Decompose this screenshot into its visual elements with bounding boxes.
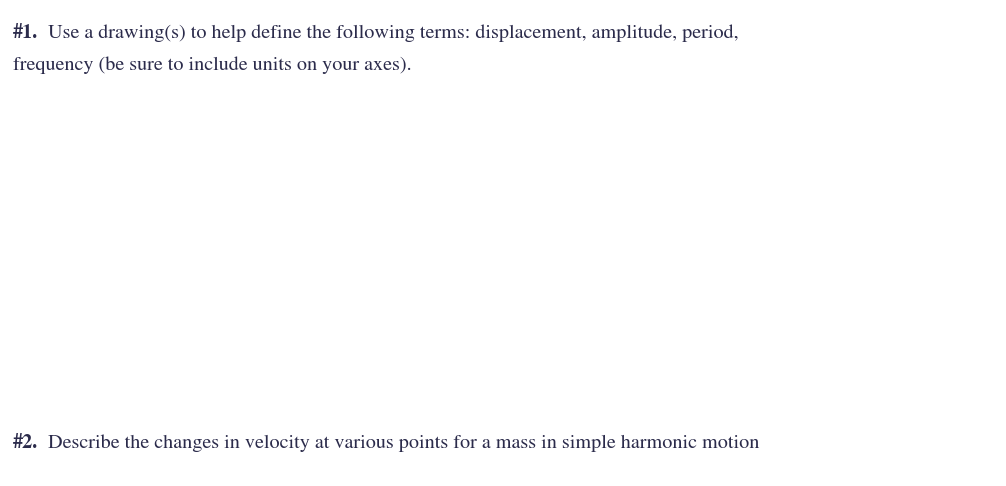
Text: #1.: #1. <box>13 24 38 42</box>
Text: Use a drawing(s) to help define the following terms: displacement, amplitude, pe: Use a drawing(s) to help define the foll… <box>38 24 738 42</box>
Text: frequency (be sure to include units on your axes).: frequency (be sure to include units on y… <box>13 56 411 74</box>
Text: #2.: #2. <box>13 434 38 452</box>
Text: Describe the changes in velocity at various points for a mass in simple harmonic: Describe the changes in velocity at vari… <box>38 434 760 451</box>
